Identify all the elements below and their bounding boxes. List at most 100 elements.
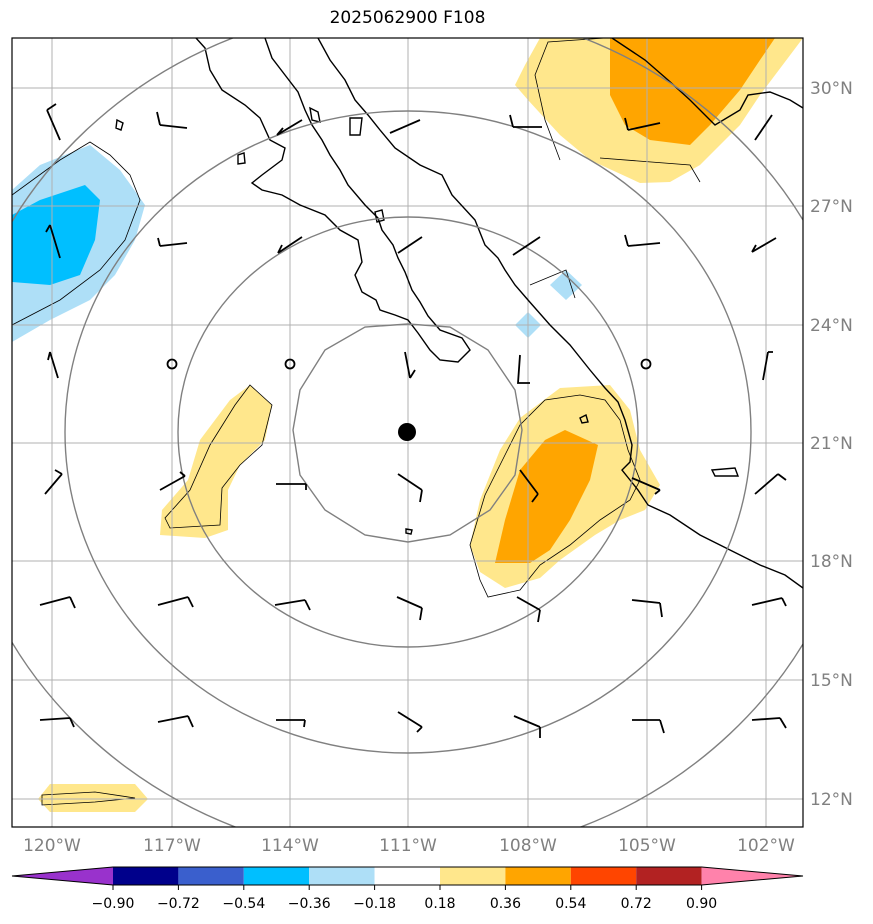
colorbar-segment [178,867,244,885]
island-3 [115,118,124,131]
wind-barb [397,711,423,733]
wind-barb [397,236,423,254]
wind-barb [519,469,539,503]
wind-barb [751,717,787,729]
colorbar-tick-label: 0.18 [424,896,455,912]
wind-barb [274,599,311,611]
wind-barb [277,236,303,254]
graticule [12,38,803,827]
colorbar-segment [505,867,571,885]
wind-barb [45,224,61,259]
contour-lines [12,38,701,806]
wind-barb [751,237,777,253]
wind-barb [624,117,661,131]
range-ring-6deg [177,216,639,648]
lon-label: 114°W [261,836,319,856]
wind-barb [516,596,541,623]
wind-barb [276,119,303,136]
lat-label: 15°N [810,671,853,691]
positive-anomaly-sw [38,784,148,812]
wind-barb [44,469,63,495]
calm-circle [640,358,652,370]
map-frame [11,37,804,828]
colorbar-segment [440,867,506,885]
latitude-labels: 30°N 27°N 24°N 21°N 18°N 15°N 12°N [810,79,853,810]
colorbar-segment [374,867,440,885]
island-1 [349,117,363,136]
island-8 [405,528,413,535]
wind-barb [389,119,421,134]
map-area [12,38,803,827]
map-title: 2025062900 F108 [329,8,486,28]
us-border-gulf [611,38,803,126]
wind-barb [159,471,186,491]
wind-barb [157,237,188,247]
wind-barb [754,473,787,495]
colorbar-tick-label: −0.54 [222,896,265,912]
lat-label: 18°N [810,552,853,572]
calm-wind-markers [166,358,652,370]
shaded-fields [12,38,803,812]
longitude-labels: 120°W 117°W 114°W 111°W 108°W 105°W 102°… [23,836,795,856]
lat-label: 27°N [810,197,853,217]
positive-anomaly-central-west [160,385,272,538]
strong-positive-anomaly-se [495,430,598,563]
mainland-mexico-coast [317,38,803,589]
lon-label: 111°W [379,836,437,856]
range-rings [12,38,803,827]
lon-label: 120°W [23,836,81,856]
lon-label: 105°W [618,836,676,856]
colorbar-extend-low [12,867,113,885]
colorbar-tick-label: −0.90 [92,896,135,912]
colorbar: −0.90 −0.72 −0.54 −0.36 −0.18 0.18 0.36 … [11,866,804,912]
wind-barb [39,596,76,609]
wind-barb [404,351,416,379]
wind-barb [156,111,188,129]
colorbar-segment [243,867,310,885]
wind-barb [624,234,661,247]
wind-barb [513,715,541,738]
range-ring-9deg [64,110,752,754]
colorbar-tick-label: −0.36 [288,896,331,912]
colorbar-tick-label: −0.18 [353,896,396,912]
wind-barb [631,477,661,495]
lat-label: 24°N [810,316,853,336]
colorbar-segment [309,867,375,885]
negative-anomaly-diamond-1 [550,270,582,300]
colorbar-tick-label: 0.54 [555,896,586,912]
colorbar-segment [636,867,702,885]
lat-label: 12°N [810,790,853,810]
colorbar-tick-label: 0.90 [686,896,717,912]
island-6 [710,467,740,477]
wind-barb [46,103,61,141]
island-7 [579,413,589,424]
baja-california-west-coast [195,38,471,363]
wind-barb [631,599,663,618]
wind-barb [509,114,542,128]
storm-center-marker [398,423,416,441]
wind-barb [157,715,194,728]
colorbar-segment [113,867,179,885]
wind-barb [39,717,75,728]
colorbar-extend-high [701,867,803,885]
colorbar-tick-label: −0.72 [157,896,200,912]
wind-barb [397,473,423,503]
strong-negative-anomaly-west [12,185,100,285]
lon-label: 102°W [737,836,795,856]
wind-barb [276,719,306,728]
colorbar-tick-label: 0.72 [621,896,652,912]
wind-barb [754,114,773,141]
colorbar-segment [570,867,637,885]
lat-label: 30°N [810,79,853,99]
wind-barb [47,351,59,379]
island-4 [237,152,246,165]
wind-barb [396,596,423,621]
calm-circle [166,358,178,370]
wind-barb [517,354,530,384]
lon-label: 108°W [499,836,557,856]
wind-barbs [39,103,787,738]
wind-barb [751,597,787,607]
lon-label: 117°W [143,836,201,856]
range-ring-3deg [292,323,523,543]
wind-barb [157,596,194,608]
